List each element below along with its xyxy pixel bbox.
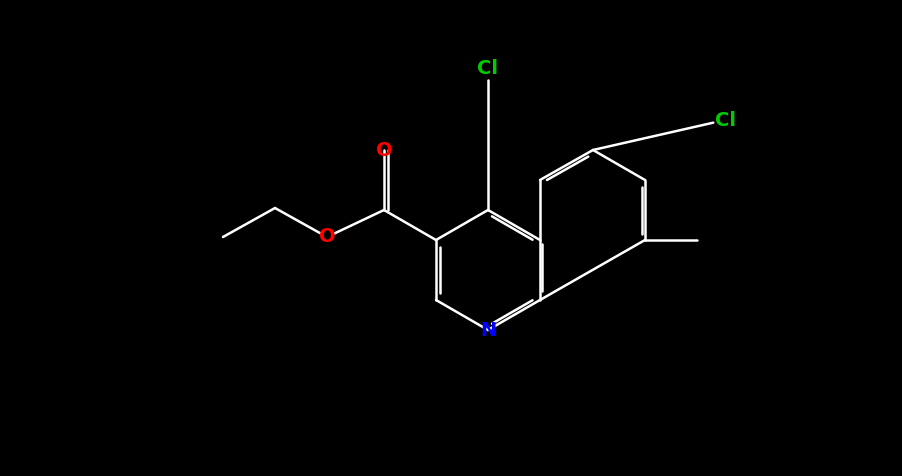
Text: Cl: Cl bbox=[714, 110, 735, 129]
Text: Cl: Cl bbox=[477, 59, 499, 78]
Text: N: N bbox=[480, 320, 496, 339]
Text: O: O bbox=[376, 140, 392, 159]
Text: O: O bbox=[318, 228, 336, 247]
